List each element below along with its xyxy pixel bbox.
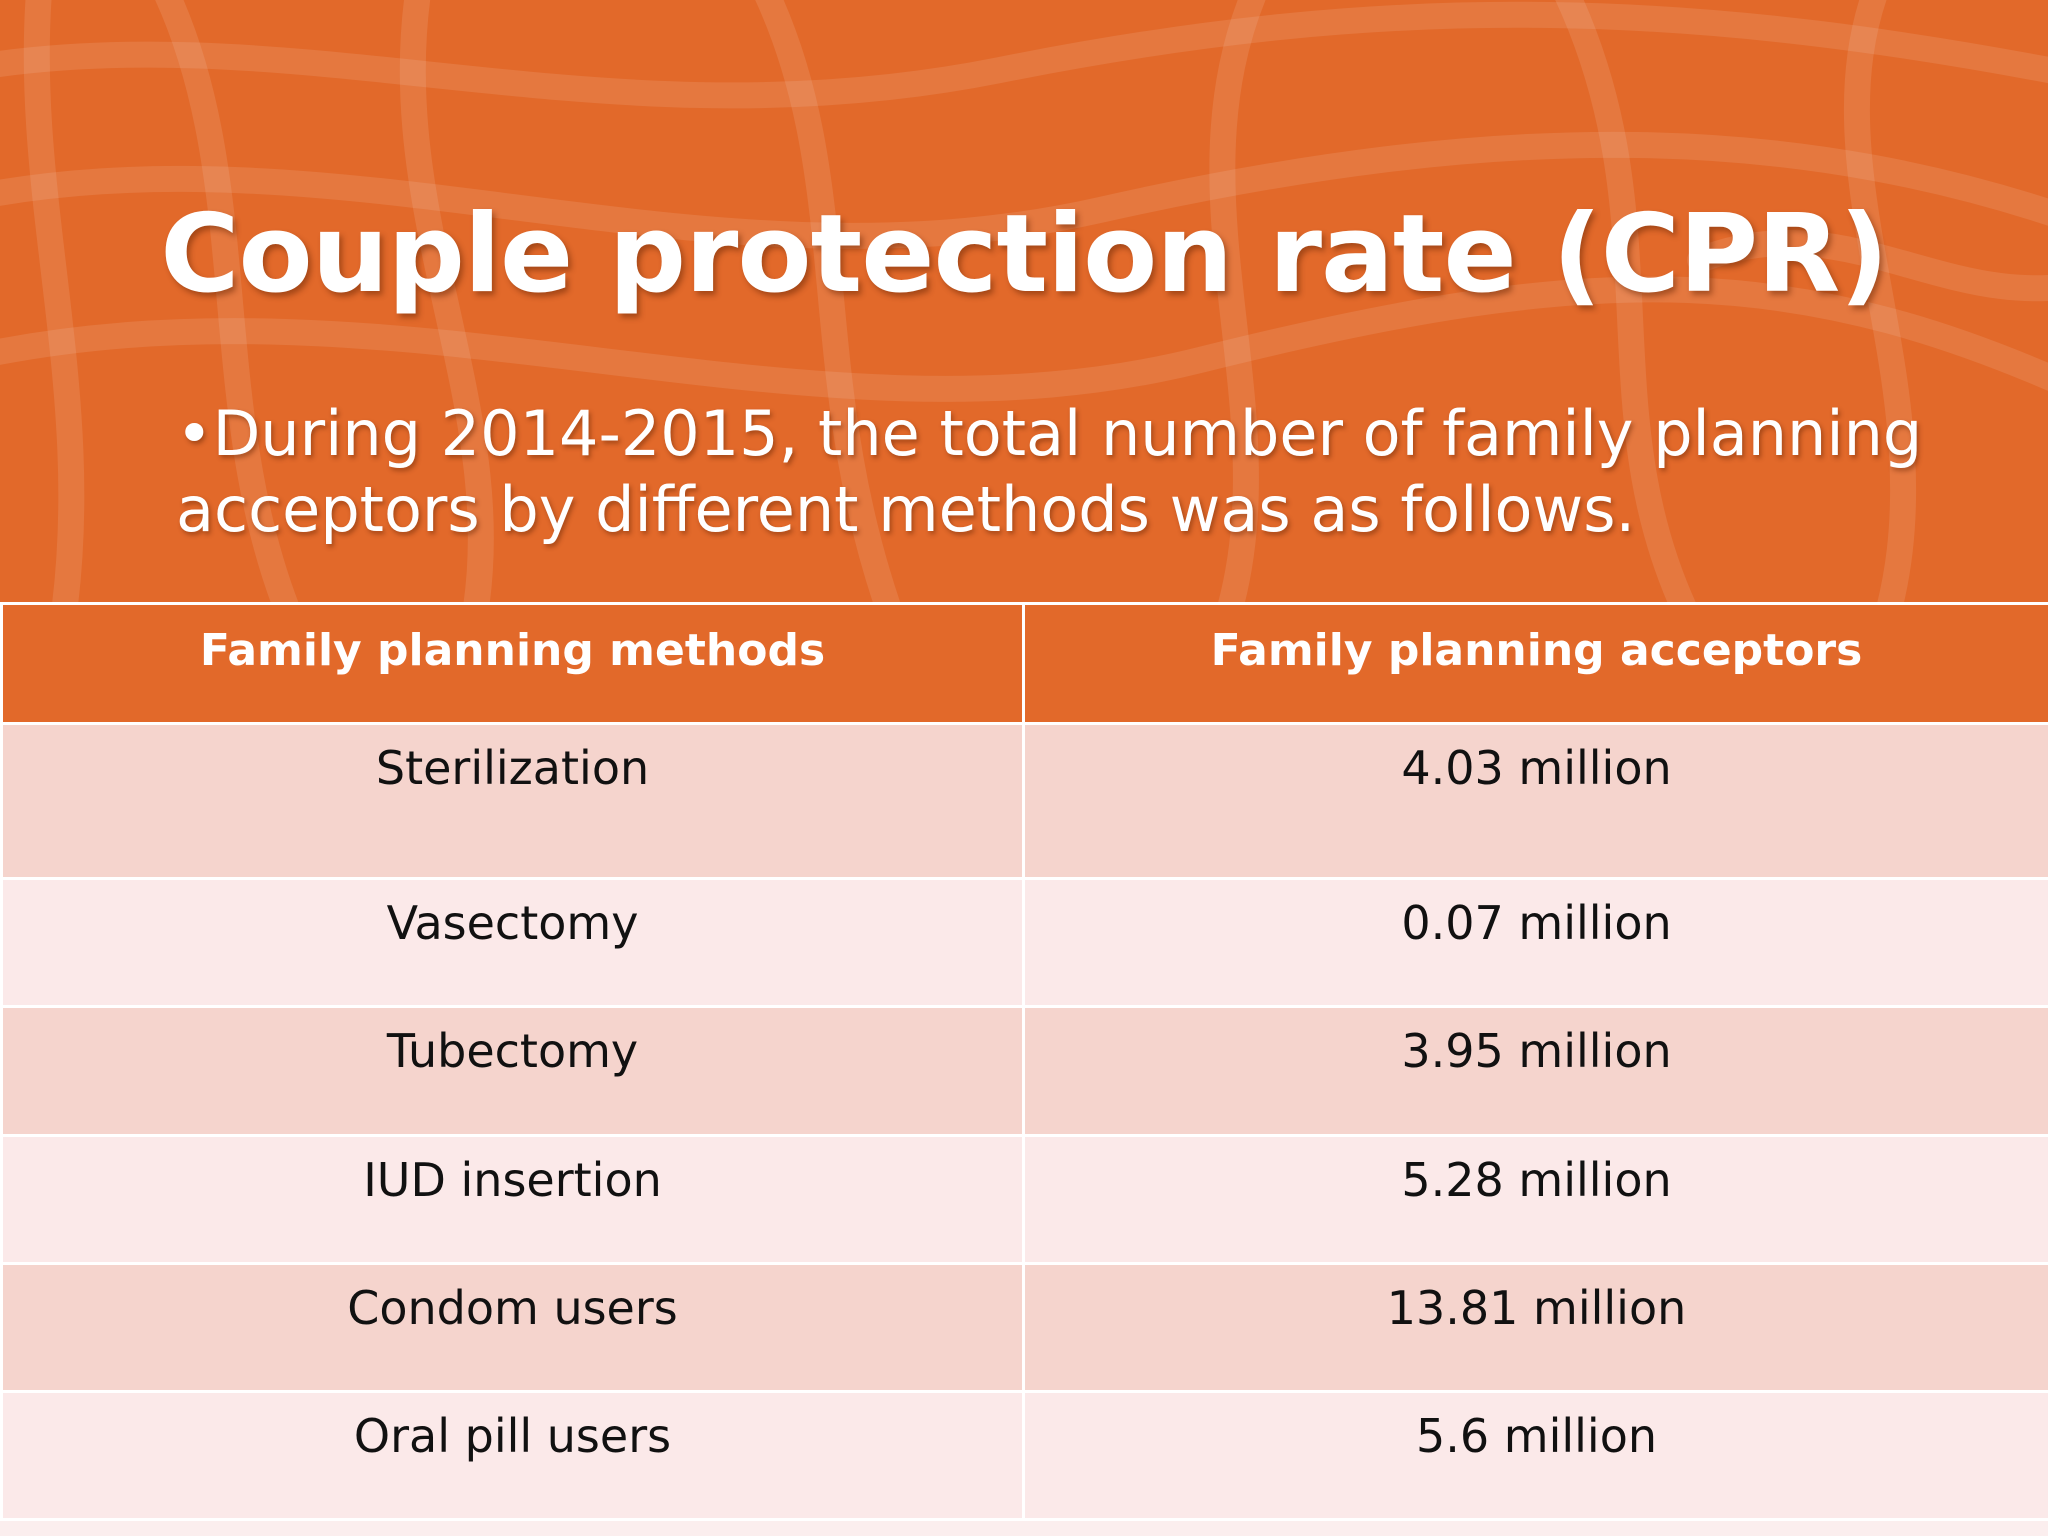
header-acceptors: Family planning acceptors (1022, 602, 2048, 725)
acceptors-cell: 0.07 million (1022, 877, 2048, 1008)
method-cell: Tubectomy (0, 1005, 1025, 1137)
method-cell: Condom users (0, 1262, 1025, 1393)
acceptors-cell: 4.03 million (1022, 722, 2048, 880)
acceptors-cell: 5.6 million (1022, 1390, 2048, 1521)
table-row: Condom users 13.81 million (0, 1262, 2048, 1393)
table-header-row: Family planning methods Family planning … (0, 602, 2048, 725)
table-row: Vasectomy 0.07 million (0, 877, 2048, 1008)
method-cell: IUD insertion (0, 1134, 1025, 1265)
acceptors-cell: 3.95 million (1022, 1005, 2048, 1137)
table-row: Oral pill users 5.6 million (0, 1390, 2048, 1521)
table-row: Tubectomy 3.95 million (0, 1005, 2048, 1137)
method-cell: Vasectomy (0, 877, 1025, 1008)
method-cell: Sterilization (0, 722, 1025, 880)
method-cell: Oral pill users (0, 1390, 1025, 1521)
acceptors-cell: 5.28 million (1022, 1134, 2048, 1265)
acceptors-table: Family planning methods Family planning … (0, 602, 2048, 1521)
table-row: Sterilization 4.03 million (0, 722, 2048, 880)
slide-title: Couple protection rate (CPR) (160, 192, 1888, 317)
decorative-wave-pattern (0, 0, 2048, 604)
header-banner: Couple protection rate (CPR) •During 201… (0, 0, 2048, 604)
header-methods: Family planning methods (0, 602, 1025, 725)
table-row: IUD insertion 5.28 million (0, 1134, 2048, 1265)
slide-subtitle: •During 2014-2015, the total number of f… (176, 397, 1923, 546)
acceptors-cell: 13.81 million (1022, 1262, 2048, 1393)
